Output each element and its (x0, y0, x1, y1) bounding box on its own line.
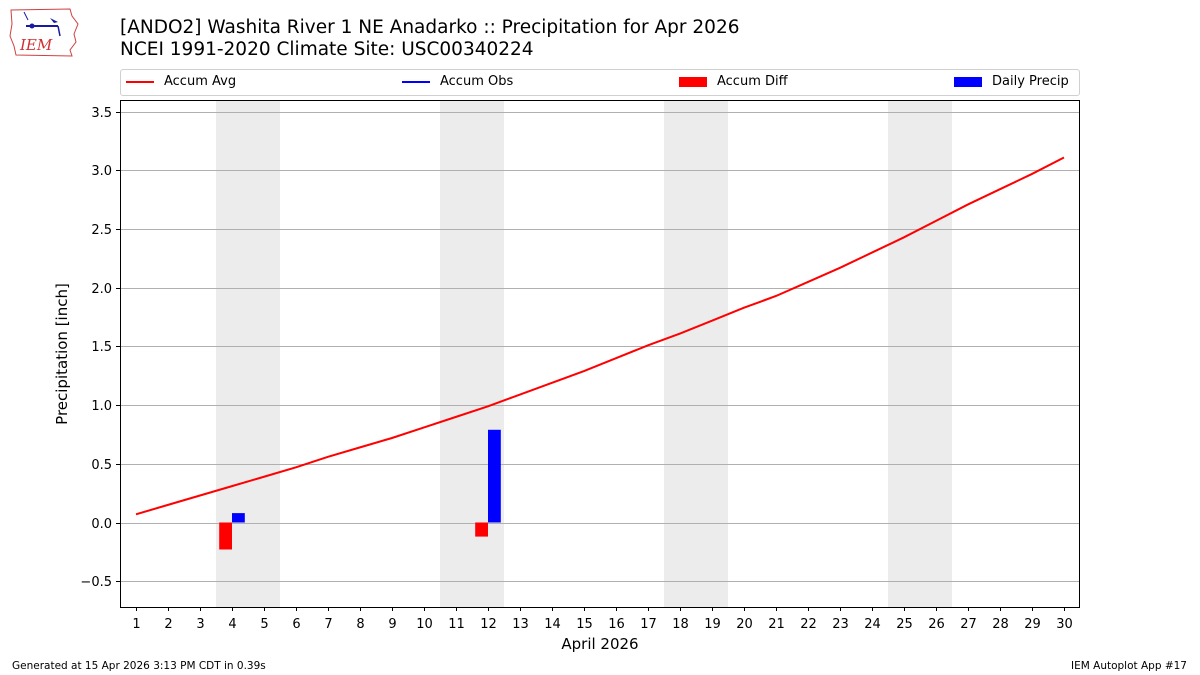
legend-item-accum-avg: Accum Avg (126, 74, 236, 90)
x-tick-label: 23 (832, 617, 849, 632)
y-tick-label: 2.0 (91, 282, 112, 297)
y-axis-label: Precipitation [inch] (53, 283, 71, 425)
y-tick-label: 0.5 (91, 458, 112, 473)
chart-title: [ANDO2] Washita River 1 NE Anadarko :: P… (120, 17, 739, 61)
x-tick-label: 27 (960, 617, 977, 632)
x-axis-label: April 2026 (561, 635, 639, 653)
x-tick-label: 14 (544, 617, 561, 632)
x-axis-ticks: 1 2 3 4 5 6 7 8 9 10 11 12 13 14 15 16 17 18 19 20 21 22 23 24 2… (132, 607, 1073, 632)
weekend-shading (216, 100, 952, 607)
x-tick-label: 13 (512, 617, 529, 632)
blue-patch-swatch-icon (954, 77, 982, 87)
lines (135, 156, 1065, 516)
y-tick-label: 3.0 (91, 164, 112, 179)
app-label: IEM Autoplot App #17 (1071, 660, 1187, 672)
x-tick-label: 20 (736, 617, 753, 632)
bars (219, 429, 501, 550)
y-tick-label: −0.5 (80, 575, 112, 590)
x-tick-label: 6 (292, 617, 300, 632)
x-tick-label: 26 (928, 617, 945, 632)
x-tick-label: 2 (164, 617, 172, 632)
x-tick-label: 22 (800, 617, 817, 632)
legend-label: Accum Obs (440, 74, 514, 89)
bar (219, 522, 232, 550)
x-tick-label: 8 (356, 617, 364, 632)
title-line-1: [ANDO2] Washita River 1 NE Anadarko :: P… (120, 17, 740, 38)
x-tick-label: 30 (1056, 617, 1073, 632)
y-tick-label: 1.5 (91, 340, 112, 355)
legend-item-daily-precip: Daily Precip (954, 74, 1069, 90)
x-tick-label: 29 (1024, 617, 1041, 632)
generated-timestamp: Generated at 15 Apr 2026 3:13 PM CDT in … (12, 660, 266, 672)
blue-line-swatch-icon (402, 81, 430, 83)
x-tick-label: 4 (228, 617, 236, 632)
x-tick-label: 9 (388, 617, 396, 632)
x-tick-label: 28 (992, 617, 1009, 632)
weekend-band (440, 100, 504, 607)
weekend-band (664, 100, 728, 607)
red-line-swatch-icon (126, 81, 154, 83)
x-tick-label: 18 (672, 617, 689, 632)
legend-label: Accum Diff (717, 74, 788, 89)
x-tick-label: 16 (608, 617, 625, 632)
bar (232, 513, 245, 523)
legend: Accum Avg Accum Obs Accum Diff Daily Pre… (120, 69, 1080, 96)
y-tick-label: 1.0 (91, 399, 112, 414)
x-tick-label: 10 (416, 617, 433, 632)
weekend-band (888, 100, 952, 607)
x-tick-label: 5 (260, 617, 268, 632)
accum-avg-line (135, 156, 1065, 516)
y-axis-ticks: −0.5 0.0 0.5 1.0 1.5 2.0 2.5 3.0 3.5 (80, 106, 120, 590)
y-tick-label: 0.0 (91, 517, 112, 532)
x-tick-label: 11 (448, 617, 465, 632)
x-tick-label: 25 (896, 617, 913, 632)
x-tick-label: 24 (864, 617, 881, 632)
title-line-2: NCEI 1991-2020 Climate Site: USC00340224 (120, 39, 534, 60)
x-tick-label: 21 (768, 617, 785, 632)
x-tick-label: 19 (704, 617, 721, 632)
legend-label: Accum Avg (164, 74, 237, 89)
iowa-map-icon: IEM (9, 8, 79, 57)
svg-text:IEM: IEM (19, 36, 53, 54)
x-tick-label: 15 (576, 617, 593, 632)
y-tick-label: 3.5 (91, 106, 112, 121)
bar (488, 429, 501, 523)
bar (475, 522, 488, 537)
x-tick-label: 1 (132, 617, 140, 632)
legend-item-accum-diff: Accum Diff (679, 74, 788, 90)
y-tick-label: 2.5 (91, 223, 112, 238)
x-tick-label: 3 (196, 617, 204, 632)
x-tick-label: 7 (324, 617, 332, 632)
legend-label: Daily Precip (992, 74, 1069, 89)
x-tick-label: 17 (640, 617, 657, 632)
x-tick-label: 12 (480, 617, 497, 632)
red-patch-swatch-icon (679, 77, 707, 87)
legend-item-accum-obs: Accum Obs (402, 74, 513, 90)
plot-frame (120, 100, 1080, 608)
iem-logo: IEM (8, 6, 80, 58)
